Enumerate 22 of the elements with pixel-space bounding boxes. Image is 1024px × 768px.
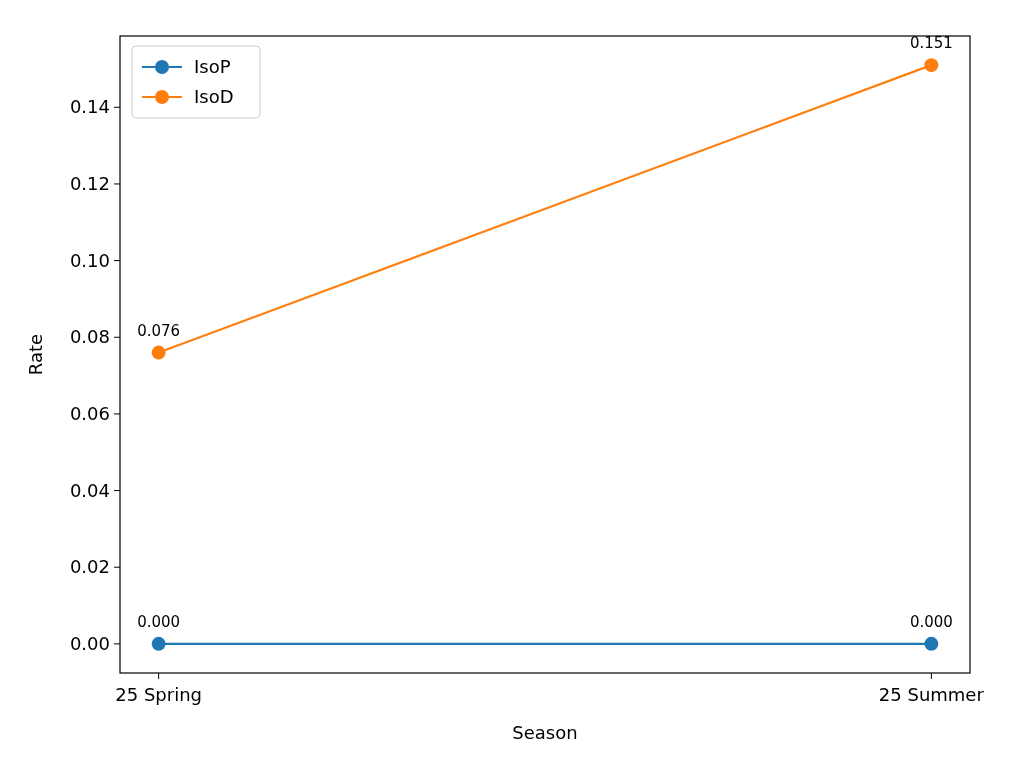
y-axis-title: Rate xyxy=(25,333,46,376)
data-label: 0.076 xyxy=(137,321,181,340)
point xyxy=(151,345,166,360)
point xyxy=(924,636,939,651)
x-axis-title: Season xyxy=(512,722,578,743)
data-label: 0.000 xyxy=(909,612,953,631)
legend-label: IsoP xyxy=(194,56,231,77)
point xyxy=(151,636,166,651)
y-tick-label: 0.04 xyxy=(69,479,110,501)
y-tick-label: 0.06 xyxy=(69,402,110,424)
legend-label: IsoD xyxy=(194,86,234,107)
y-tick-label: 0.14 xyxy=(69,96,110,118)
data-label: 0.000 xyxy=(137,612,181,631)
y-tick-label: 0.00 xyxy=(69,632,110,654)
y-tick-label: 0.10 xyxy=(69,249,110,271)
y-tick-label: 0.02 xyxy=(69,556,110,578)
data-label: 0.151 xyxy=(909,34,953,53)
y-tick-label: 0.08 xyxy=(69,326,110,348)
point xyxy=(924,58,939,73)
y-tick-label: 0.12 xyxy=(69,172,110,194)
x-tick-label: 25 Summer xyxy=(878,684,985,705)
x-tick-label: 25 Spring xyxy=(115,684,202,705)
